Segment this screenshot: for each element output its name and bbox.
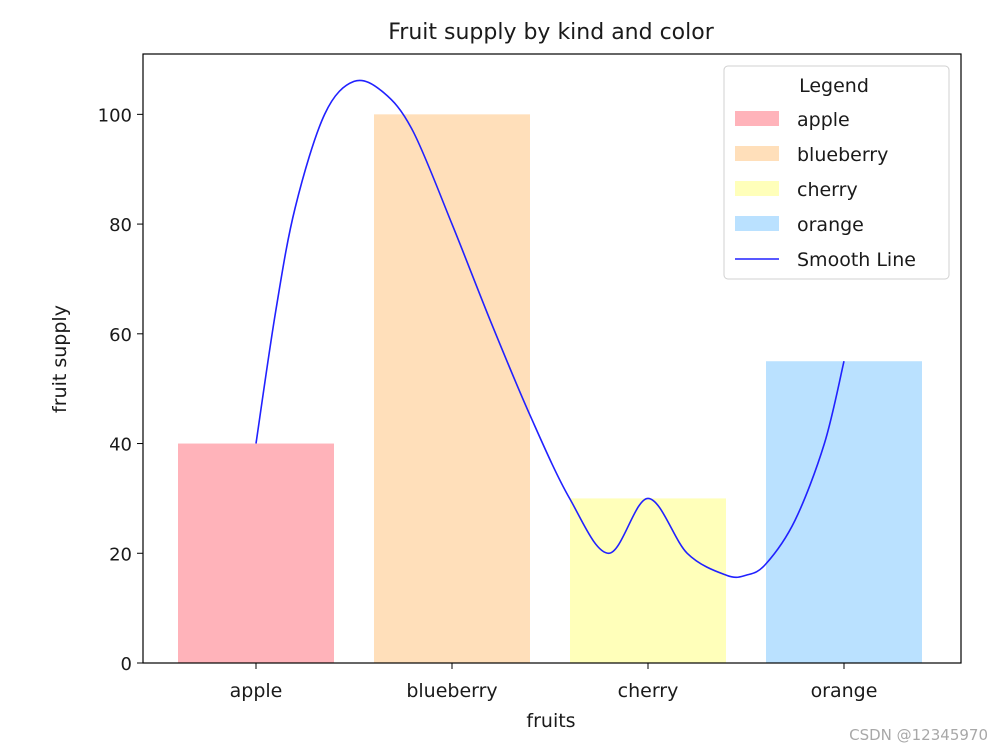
x-tick-label: cherry <box>618 680 679 702</box>
plot-frame <box>142 53 962 664</box>
legend-label: cherry <box>797 179 858 201</box>
x-tick-label: blueberry <box>406 680 497 702</box>
chart-title: Fruit supply by kind and color <box>388 20 714 45</box>
y-tick-label: 40 <box>109 435 132 456</box>
x-tick-label: orange <box>811 680 878 702</box>
y-tick-label: 20 <box>109 544 132 565</box>
legend-label: blueberry <box>797 144 888 166</box>
x-tick-label: apple <box>230 680 283 702</box>
legend-label: orange <box>797 214 864 236</box>
watermark: CSDN @12345970 <box>849 726 988 744</box>
legend-swatch <box>735 111 779 126</box>
legend-box <box>723 65 950 280</box>
bar-orange <box>766 361 922 663</box>
bar-apple <box>178 443 334 663</box>
y-tick-label: 60 <box>109 325 132 346</box>
legend-swatch <box>735 216 779 231</box>
smooth-line <box>255 79 845 579</box>
x-axis-label: fruits <box>526 710 575 732</box>
legend-title: Legend <box>799 75 869 97</box>
y-tick-label: 100 <box>98 105 132 126</box>
y-tick-label: 80 <box>109 215 132 236</box>
y-tick-label: 0 <box>121 654 132 675</box>
legend: Legend apple blueberry cherry orange Smooth … <box>723 65 950 280</box>
bar-blueberry <box>374 114 530 664</box>
bar-cherry <box>570 498 726 663</box>
legend-label: Smooth Line <box>797 249 916 271</box>
legend-label: apple <box>797 109 850 131</box>
y-axis-label: fruit supply <box>49 305 71 413</box>
legend-swatch <box>735 146 779 161</box>
legend-swatch <box>735 181 779 196</box>
